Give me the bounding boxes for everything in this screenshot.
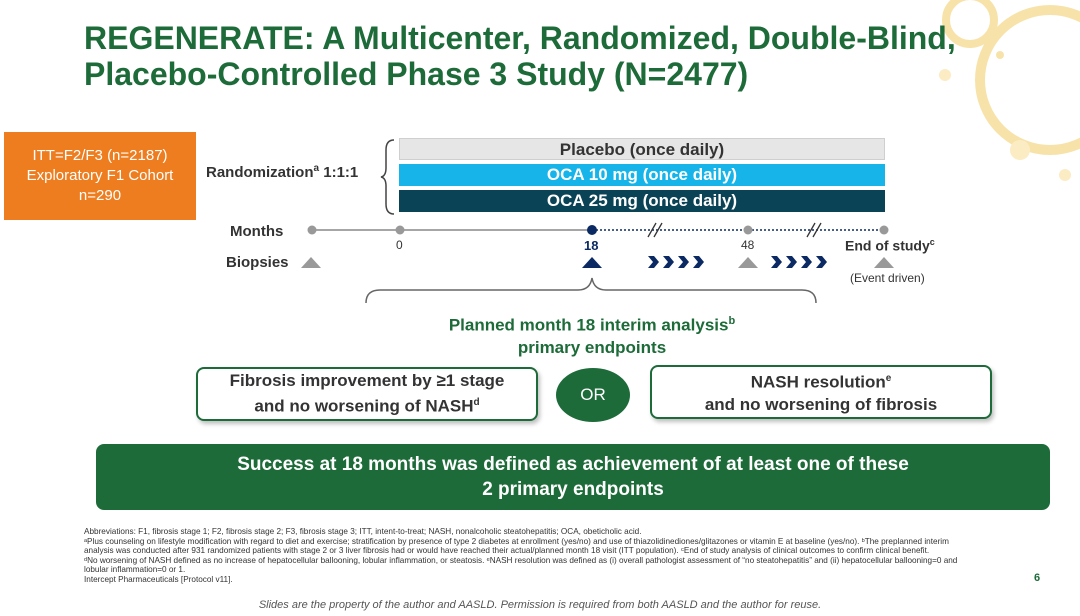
success-definition-banner: Success at 18 months was defined as achi… bbox=[96, 444, 1050, 510]
ep2-sup: e bbox=[885, 373, 892, 385]
itt-line-1: ITT=F2/F3 (n=2187) bbox=[32, 147, 168, 164]
randomization-ratio: 1:1:1 bbox=[319, 164, 359, 181]
end-of-study-text: End of study bbox=[845, 237, 930, 254]
itt-cohort-box: ITT=F2/F3 (n=2187) Exploratory F1 Cohort… bbox=[4, 132, 196, 220]
tick-month-48: 48 bbox=[741, 238, 755, 252]
endpoint-fibrosis-box: Fibrosis improvement by ≥1 stage and no … bbox=[196, 367, 538, 421]
tick-month-0: 0 bbox=[396, 238, 403, 252]
months-label: Months bbox=[230, 223, 284, 240]
arm-oca-10mg: OCA 10 mg (once daily) bbox=[399, 164, 885, 186]
footnote-line: ᵈNo worsening of NASH defined as no incr… bbox=[84, 555, 958, 565]
footnote-line: Abbreviations: F1, fibrosis stage 1; F2,… bbox=[84, 527, 642, 536]
endpoint-nash-box: NASH resolutione and no worsening of fib… bbox=[650, 365, 992, 419]
footnote-line: analysis was conducted after 931 randomi… bbox=[84, 546, 930, 556]
randomization-text: Randomization bbox=[206, 164, 314, 181]
success-line-2: 2 primary endpoints bbox=[482, 479, 664, 500]
ep1-line-2: and no worsening of NASH bbox=[254, 396, 474, 416]
end-of-study-sup: c bbox=[929, 237, 935, 247]
end-of-study-label: End of studyc bbox=[845, 237, 935, 254]
decorative-circles-graphic bbox=[939, 0, 1080, 181]
itt-line-2: Exploratory F1 Cohort bbox=[26, 167, 174, 184]
interim-line-1: Planned month 18 interim analysis bbox=[448, 315, 729, 335]
title-line-1: REGENERATE: A Multicenter, Randomized, D… bbox=[84, 20, 956, 56]
randomization-sup: a bbox=[313, 163, 320, 174]
randomization-label: Randomizationa 1:1:1 bbox=[206, 163, 358, 181]
page-number: 6 bbox=[1034, 572, 1041, 584]
footnote-line: ᵃPlus counseling on lifestyle modificati… bbox=[84, 536, 949, 546]
event-driven-label: (Event driven) bbox=[850, 271, 925, 285]
biopsies-label: Biopsies bbox=[226, 254, 289, 271]
curly-brace-icon bbox=[380, 139, 395, 215]
ep2-line-1: NASH resolution bbox=[750, 372, 886, 392]
arm-oca-25mg: OCA 25 mg (once daily) bbox=[399, 190, 885, 212]
itt-line-3: n=290 bbox=[78, 187, 122, 204]
ep2-line-2: and no worsening of fibrosis bbox=[704, 394, 938, 414]
footnote-line: lobular inflammation=0 or 1. bbox=[84, 565, 186, 575]
copyright-footer: Slides are the property of the author an… bbox=[258, 599, 822, 611]
or-circle: OR bbox=[556, 368, 630, 422]
ep1-sup: d bbox=[473, 397, 480, 409]
tick-month-18: 18 bbox=[584, 238, 599, 253]
interim-sup: b bbox=[728, 315, 736, 327]
interim-analysis-label: Planned month 18 interim analysisb prima… bbox=[392, 310, 792, 359]
slide-title: REGENERATE: A Multicenter, Randomized, D… bbox=[84, 20, 1044, 92]
title-line-2: Placebo-Controlled Phase 3 Study (N=2477… bbox=[84, 56, 749, 92]
success-line-1: Success at 18 months was defined as achi… bbox=[237, 454, 909, 475]
footnotes: Abbreviations: F1, fibrosis stage 1; F2,… bbox=[84, 527, 1024, 585]
footnote-line: Intercept Pharmaceuticals [Protocol v11]… bbox=[84, 574, 233, 584]
ep1-line-1: Fibrosis improvement by ≥1 stage bbox=[229, 371, 505, 391]
arm-placebo: Placebo (once daily) bbox=[399, 138, 885, 160]
interim-line-2: primary endpoints bbox=[517, 337, 667, 357]
